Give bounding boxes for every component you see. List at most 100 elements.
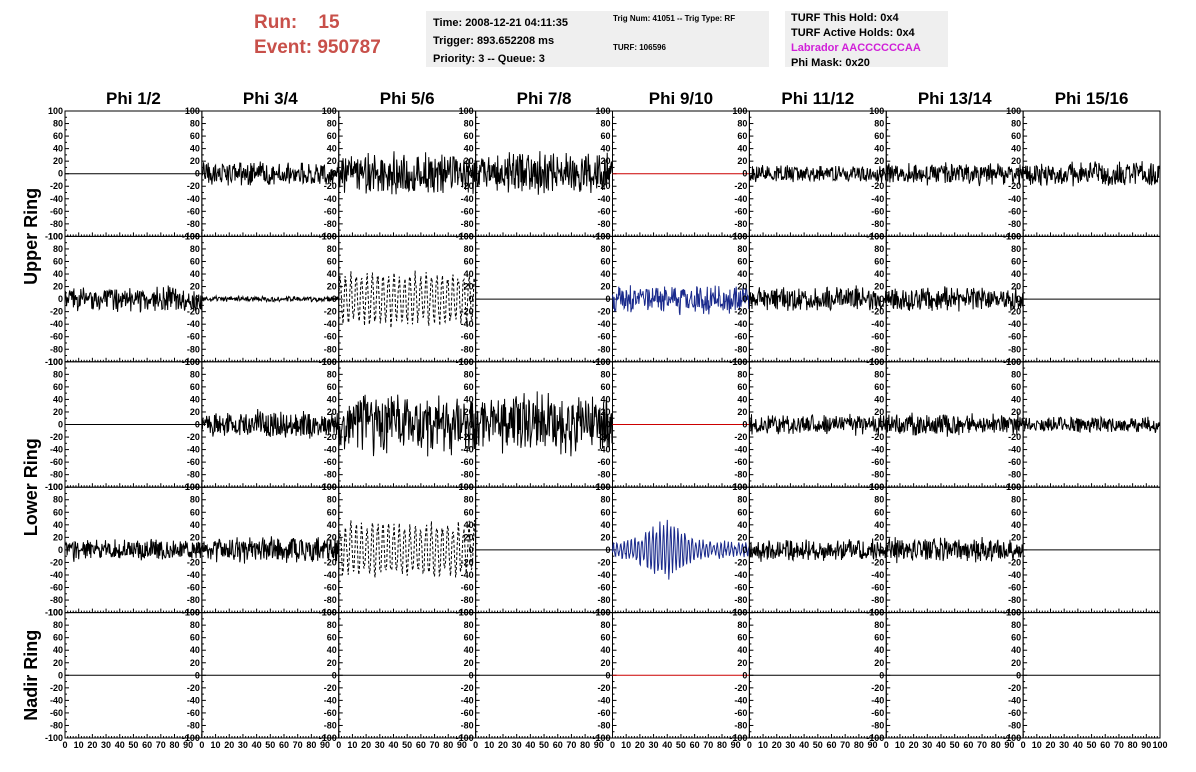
y-tick-label: 20 xyxy=(190,658,200,668)
y-tick-label: 100 xyxy=(869,231,884,241)
ring-title: Nadir Ring xyxy=(21,630,41,721)
y-tick-label: 0 xyxy=(58,420,63,430)
x-tick-label: 40 xyxy=(525,740,535,750)
x-tick-label: 0 xyxy=(610,740,615,750)
x-tick-label: 60 xyxy=(279,740,289,750)
x-tick-label: 40 xyxy=(936,740,946,750)
y-tick-label: -40 xyxy=(734,445,747,455)
y-tick-label: -20 xyxy=(50,432,63,442)
ring-title: Lower Ring xyxy=(21,438,41,536)
y-tick-label: -20 xyxy=(734,181,747,191)
y-tick-label: 20 xyxy=(600,658,610,668)
y-tick-label: -20 xyxy=(597,181,610,191)
y-tick-label: -20 xyxy=(871,432,884,442)
y-tick-label: 60 xyxy=(600,382,610,392)
x-tick-label: 80 xyxy=(443,740,453,750)
x-tick-label: 0 xyxy=(747,740,752,750)
y-tick-label: -100 xyxy=(45,733,63,743)
y-tick-label: 100 xyxy=(459,106,474,116)
y-tick-label: -80 xyxy=(50,720,63,730)
y-tick-label: 100 xyxy=(185,106,200,116)
y-tick-label: 100 xyxy=(869,482,884,492)
y-tick-label: 20 xyxy=(874,407,884,417)
y-tick-label: 0 xyxy=(742,420,747,430)
y-tick-label: 60 xyxy=(53,507,63,517)
x-tick-label: 10 xyxy=(74,740,84,750)
x-tick-label: 40 xyxy=(388,740,398,750)
x-tick-label: 70 xyxy=(566,740,576,750)
ring-title: Upper Ring xyxy=(21,188,41,285)
x-tick-label: 30 xyxy=(1059,740,1069,750)
y-tick-label: 20 xyxy=(327,156,337,166)
y-tick-label: 100 xyxy=(732,231,747,241)
y-tick-label: 0 xyxy=(742,670,747,680)
y-tick-label: 60 xyxy=(464,507,474,517)
y-tick-label: 40 xyxy=(53,269,63,279)
y-tick-label: -20 xyxy=(1008,683,1021,693)
x-tick-label: 50 xyxy=(676,740,686,750)
y-tick-label: 40 xyxy=(600,269,610,279)
y-tick-label: 40 xyxy=(464,269,474,279)
run-event-header: Run: 15 Event: 950787 xyxy=(254,10,381,60)
y-tick-label: 20 xyxy=(874,282,884,292)
y-tick-label: 0 xyxy=(879,294,884,304)
y-tick-label: 100 xyxy=(1006,357,1021,367)
y-tick-label: 60 xyxy=(737,507,747,517)
x-tick-label: 80 xyxy=(854,740,864,750)
x-tick-label: 30 xyxy=(238,740,248,750)
y-tick-label: 40 xyxy=(1011,520,1021,530)
trig-num-text: Trig Num: 41051 -- Trig Type: RF xyxy=(613,14,736,23)
y-tick-label: -60 xyxy=(734,206,747,216)
y-tick-label: -20 xyxy=(461,181,474,191)
y-tick-label: 40 xyxy=(53,394,63,404)
time-text: Time: 2008-12-21 04:11:35 xyxy=(433,17,568,29)
x-tick-label: 10 xyxy=(347,740,357,750)
y-tick-label: 40 xyxy=(327,144,337,154)
y-tick-label: 40 xyxy=(874,520,884,530)
y-tick-label: 0 xyxy=(605,169,610,179)
y-tick-label: -20 xyxy=(871,307,884,317)
x-tick-label: 0 xyxy=(336,740,341,750)
y-tick-label: 80 xyxy=(464,620,474,630)
y-tick-label: -60 xyxy=(597,457,610,467)
waveform-trace xyxy=(748,413,887,436)
y-tick-label: 40 xyxy=(1011,144,1021,154)
waveform-trace xyxy=(612,519,750,580)
y-tick-label: -40 xyxy=(50,319,63,329)
y-tick-label: 100 xyxy=(185,482,200,492)
y-tick-label: 100 xyxy=(1006,106,1021,116)
y-tick-label: -40 xyxy=(187,695,200,705)
x-tick-label: 30 xyxy=(101,740,111,750)
y-tick-label: -80 xyxy=(1008,219,1021,229)
waveform-trace xyxy=(748,165,887,183)
y-tick-label: -20 xyxy=(597,307,610,317)
y-tick-label: -40 xyxy=(597,570,610,580)
y-tick-label: -20 xyxy=(50,683,63,693)
y-tick-label: 100 xyxy=(48,357,63,367)
y-tick-label: 100 xyxy=(732,106,747,116)
time-info-panel: Time: 2008-12-21 04:11:35 Trigger: 893.6… xyxy=(426,11,617,67)
y-tick-label: 0 xyxy=(195,420,200,430)
y-tick-label: -40 xyxy=(324,194,337,204)
y-tick-label: 100 xyxy=(459,482,474,492)
x-tick-label: 10 xyxy=(895,740,905,750)
y-tick-label: 100 xyxy=(869,106,884,116)
y-tick-label: 60 xyxy=(874,382,884,392)
y-tick-label: 60 xyxy=(190,633,200,643)
y-tick-label: 100 xyxy=(869,608,884,618)
x-tick-label: 90 xyxy=(868,740,878,750)
y-tick-label: -60 xyxy=(597,332,610,342)
y-tick-label: -60 xyxy=(324,332,337,342)
phi-mask-text: Phi Mask: 0x20 xyxy=(791,57,870,69)
y-tick-label: 0 xyxy=(605,545,610,555)
y-tick-label: -40 xyxy=(187,570,200,580)
y-tick-label: -80 xyxy=(461,344,474,354)
